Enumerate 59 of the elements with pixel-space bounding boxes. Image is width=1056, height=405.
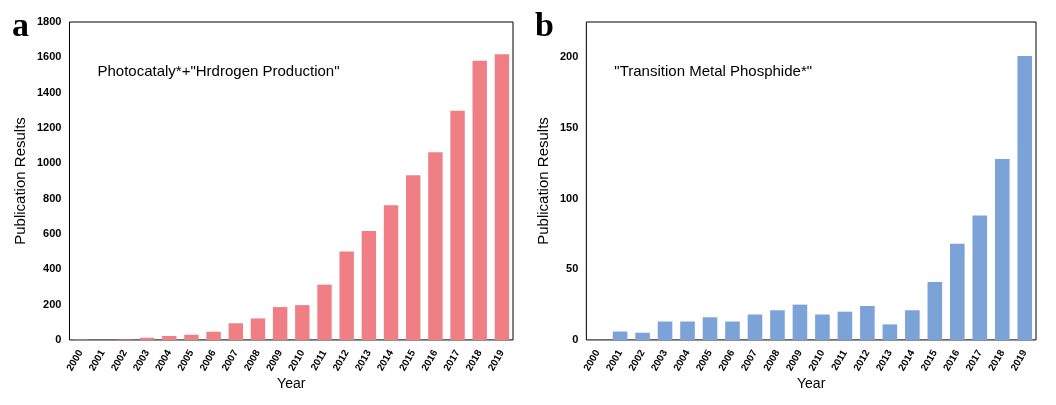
bar [361,230,377,340]
bar [428,152,443,340]
bar [994,159,1010,340]
bar [472,60,487,340]
bar [635,332,650,340]
bar [295,305,310,340]
bar [228,323,243,340]
bar [725,321,740,340]
bar [450,110,465,340]
chart-title: b [535,5,554,43]
bar [612,331,628,340]
bar [657,321,673,340]
bar [250,318,266,340]
chart-title: a [12,5,29,43]
bar [317,284,332,340]
bar [815,314,830,340]
x-axis-title: Year [277,375,306,392]
bar [1017,55,1033,340]
annotation: "Transition Metal Phosphide*" [614,62,813,80]
bar [747,314,763,340]
annotation: Photocataly*+"Hrdrogen Production" [97,62,340,80]
y-tick-label: 1600 [36,50,62,63]
bar [837,311,853,340]
y-tick-label: 100 [559,191,579,204]
y-tick-label: 1200 [36,121,62,134]
bar [882,324,898,340]
y-tick-label: 400 [43,262,62,275]
bar [494,54,510,340]
bar [927,282,943,340]
bar [339,251,354,340]
bar [905,310,920,340]
y-axis-title: Publication Results [11,117,29,245]
y-tick-label: 1400 [36,85,62,98]
bar [792,304,808,340]
y-tick-label: 0 [572,332,579,345]
bar [860,306,875,340]
bar [206,331,221,340]
bar [184,334,199,340]
bar [406,175,421,340]
bar [770,310,785,340]
bar [139,337,155,340]
y-tick-label: 200 [559,50,579,63]
bar [383,205,399,340]
y-tick-label: 1000 [36,156,62,169]
y-tick-label: 0 [55,332,62,345]
y-tick-label: 200 [43,297,62,310]
bar [972,215,988,340]
y-tick-label: 600 [43,226,62,239]
y-tick-label: 800 [43,191,62,204]
bar [272,307,288,340]
bar [680,321,695,340]
bar [162,336,177,340]
y-tick-label: 50 [566,262,579,275]
y-tick-label: 1800 [36,15,62,28]
bar [702,317,718,340]
x-axis-title: Year [797,375,826,392]
bar [950,243,965,340]
y-tick-label: 150 [559,121,579,134]
y-axis-title: Publication Results [534,117,552,245]
